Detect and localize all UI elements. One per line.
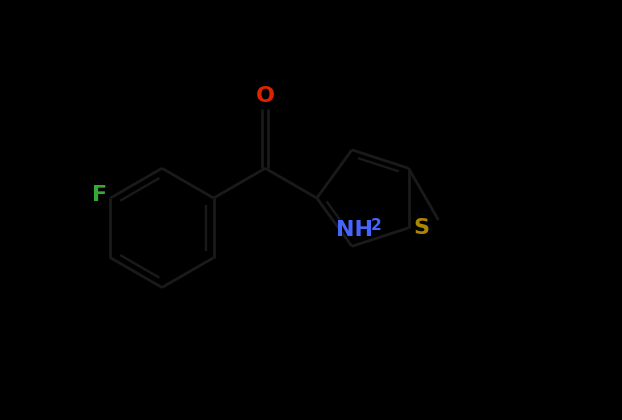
Text: NH: NH (337, 220, 373, 240)
Text: S: S (414, 218, 430, 238)
Text: O: O (256, 86, 275, 105)
Text: F: F (92, 185, 107, 205)
Text: 2: 2 (371, 218, 382, 233)
